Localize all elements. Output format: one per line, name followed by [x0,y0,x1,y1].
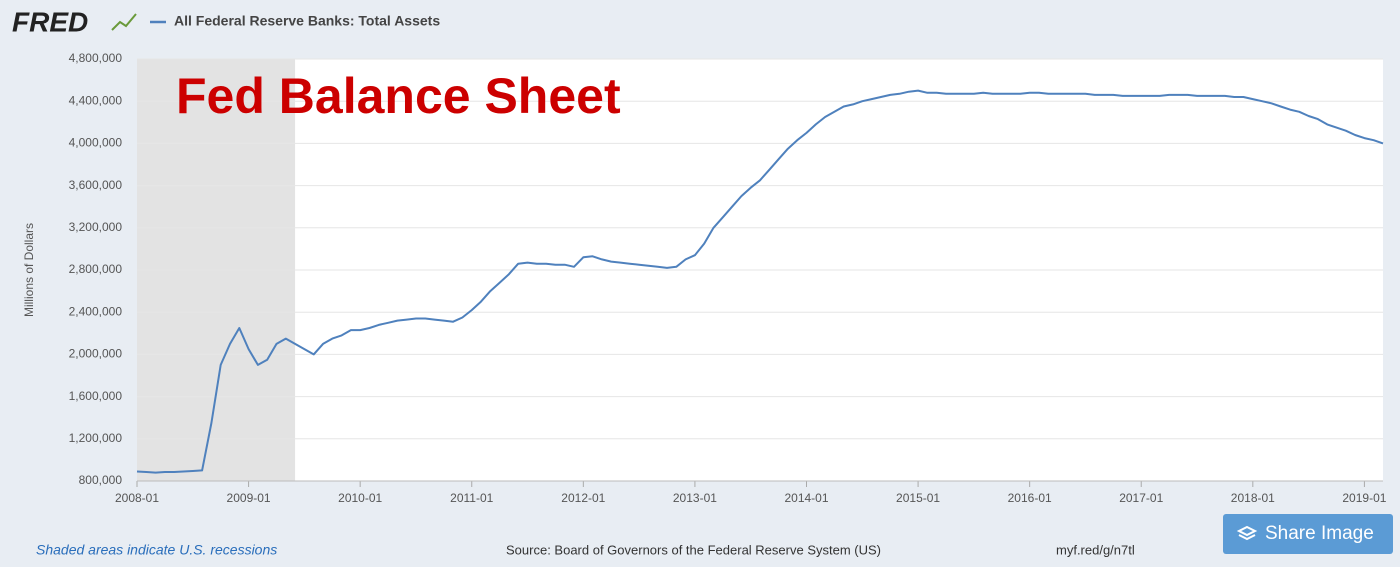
x-tick-label: 2010-01 [338,491,382,505]
x-tick-label: 2009-01 [227,491,271,505]
y-tick-label: 2,000,000 [69,347,123,361]
share-button-bg[interactable] [1223,514,1393,554]
y-tick-label: 4,800,000 [69,51,123,65]
y-tick-label: 4,400,000 [69,93,123,107]
y-tick-label: 2,400,000 [69,304,123,318]
x-tick-label: 2008-01 [115,491,159,505]
link: myf.red/g/n7tl [1056,542,1135,557]
y-axis-label: Millions of Dollars [22,223,36,317]
y-tick-label: 4,000,000 [69,136,123,150]
share-button-label[interactable]: Share Image [1265,523,1374,544]
x-tick-label: 2014-01 [784,491,828,505]
x-tick-label: 2011-01 [450,491,493,505]
logo-icon [111,13,137,31]
x-tick-label: 2012-01 [561,491,605,505]
y-tick-label: 2,800,000 [69,262,123,276]
legend-label: All Federal Reserve Banks: Total Assets [174,13,440,29]
overlay-title: Fed Balance Sheet [176,68,621,124]
x-tick-label: 2018-01 [1231,491,1275,505]
recession-note: Shaded areas indicate U.S. recessions [36,542,277,558]
y-tick-label: 1,200,000 [69,431,123,445]
y-tick-label: 3,200,000 [69,220,123,234]
x-tick-label: 2019-01 [1342,491,1386,505]
series-line [136,89,1384,474]
x-tick-label: 2017-01 [1119,491,1163,505]
y-tick-label: 3,600,000 [69,178,123,192]
source: Source: Board of Governors of the Federa… [506,542,881,557]
y-tick-label: 800,000 [79,473,123,487]
x-tick-label: 2016-01 [1008,491,1052,505]
share-icon [1236,525,1258,541]
x-tick-label: 2015-01 [896,491,940,505]
x-tick-label: 2013-01 [673,491,717,505]
logo: FRED [12,6,88,37]
share-button[interactable]: Share Image [1223,514,1393,554]
y-tick-label: 1,600,000 [69,389,123,403]
